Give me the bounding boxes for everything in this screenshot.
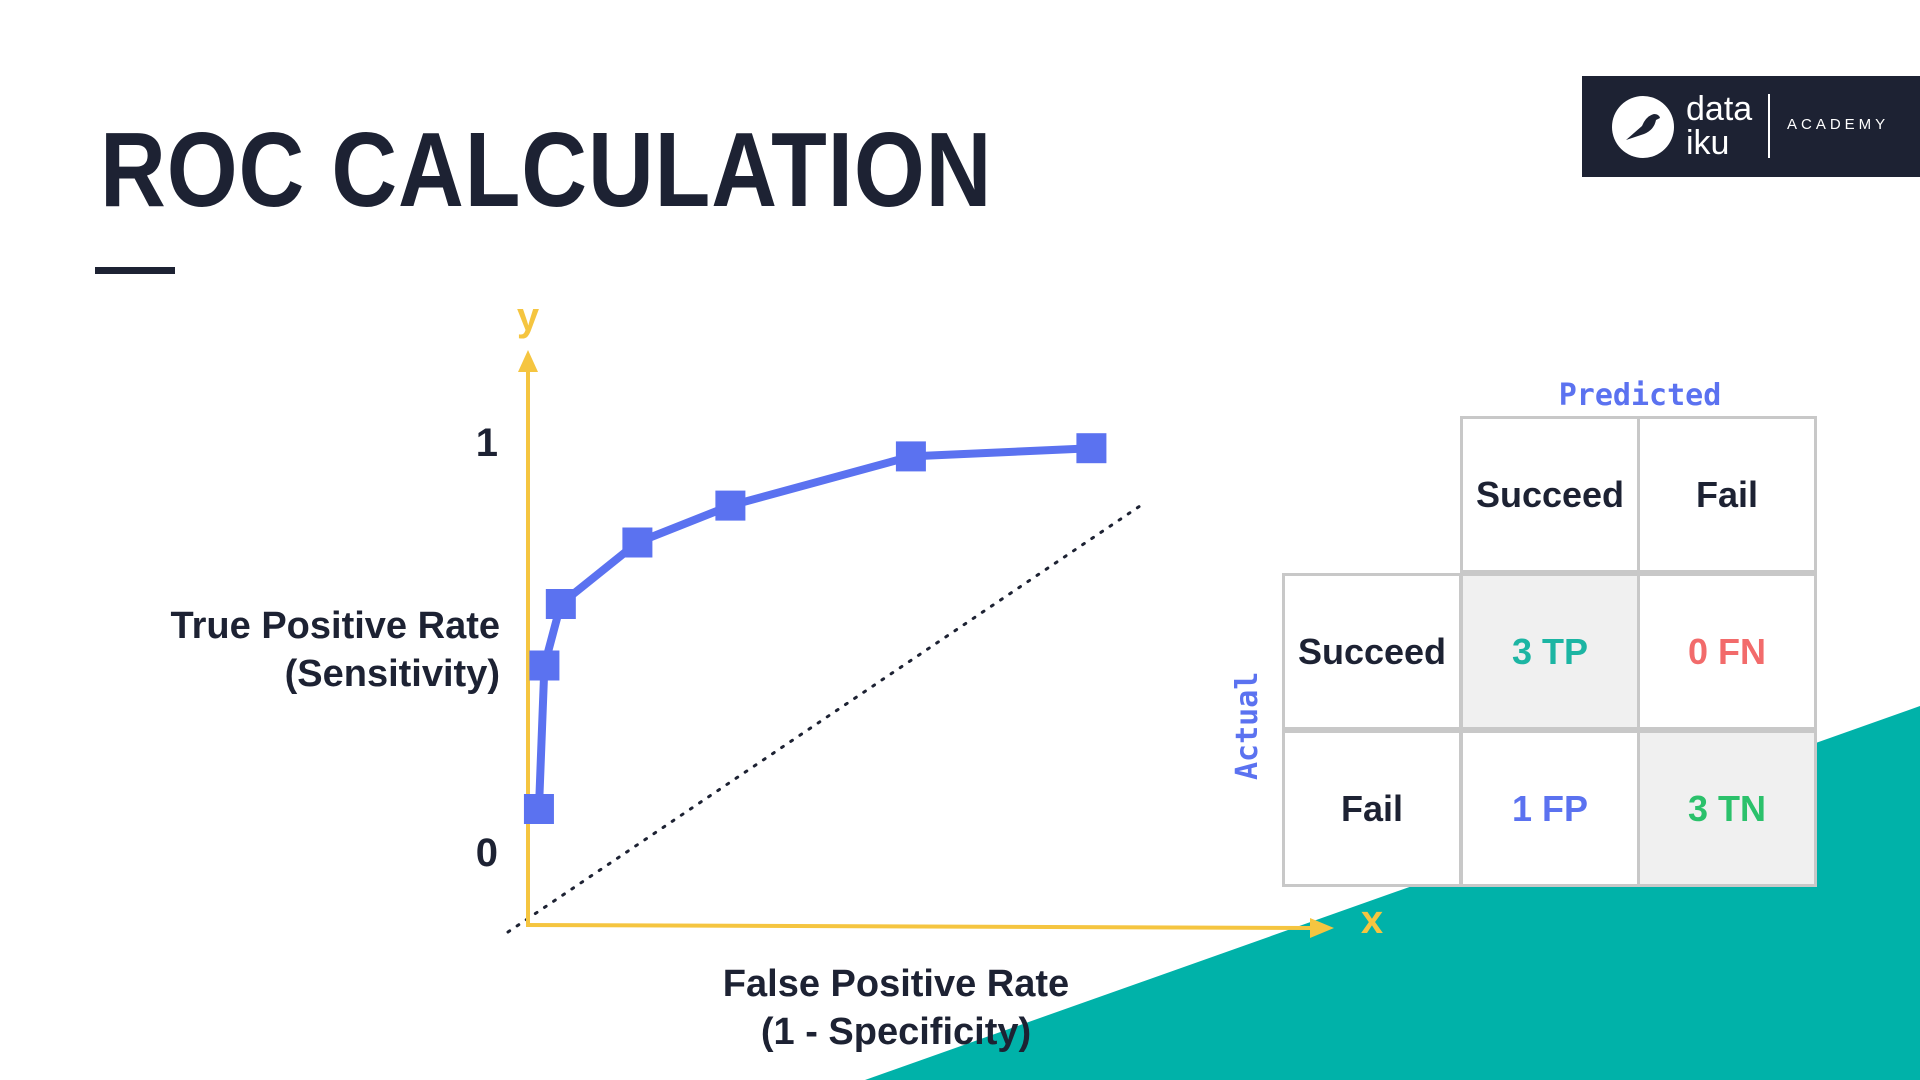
logo-divider bbox=[1768, 94, 1770, 158]
matrix-cell-fp: 1 FP bbox=[1460, 730, 1640, 887]
actual-axis-label: Actual bbox=[1230, 671, 1265, 780]
bird-logo-icon bbox=[1612, 96, 1674, 158]
roc-point-5 bbox=[895, 441, 926, 472]
title-underline bbox=[95, 267, 175, 274]
matrix-col-header-succeed: Succeed bbox=[1460, 416, 1640, 573]
predicted-axis-label: Predicted bbox=[1558, 378, 1722, 413]
roc-curve-points bbox=[523, 433, 1107, 824]
x-axis-line bbox=[525, 923, 1311, 930]
roc-point-3 bbox=[622, 527, 653, 558]
roc-point-2 bbox=[545, 589, 576, 619]
y-axis-letter: y bbox=[517, 295, 540, 339]
roc-curve-line bbox=[534, 444, 1092, 810]
roc-point-4 bbox=[715, 490, 746, 521]
roc-point-0 bbox=[523, 794, 554, 824]
logo-academy-text: ACADEMY bbox=[1787, 116, 1890, 133]
matrix-cell-tn: 3 TN bbox=[1637, 730, 1817, 887]
y-axis-arrow bbox=[518, 350, 538, 372]
y-tick-label-top: 1 bbox=[476, 421, 498, 465]
y-axis-label: True Positive Rate (Sensitivity) bbox=[170, 605, 500, 695]
page-title: ROC CALCULATION bbox=[100, 111, 993, 229]
x-axis-label: False Positive Rate (1 - Specificity) bbox=[722, 963, 1070, 1053]
y-tick-label-bottom: 0 bbox=[476, 831, 498, 875]
roc-point-1 bbox=[529, 650, 560, 681]
matrix-cell-tp: 3 TP bbox=[1460, 573, 1640, 730]
matrix-row-header-fail: Fail bbox=[1282, 730, 1462, 887]
logo-wordmark: data iku bbox=[1686, 90, 1753, 162]
roc-point-6 bbox=[1076, 433, 1107, 464]
dataiku-academy-logo: data iku ACADEMY bbox=[1582, 76, 1920, 177]
matrix-col-header-fail: Fail bbox=[1637, 416, 1817, 573]
matrix-cell-fn: 0 FN bbox=[1637, 573, 1817, 730]
x-axis-letter: x bbox=[1361, 898, 1383, 942]
x-axis-arrow bbox=[1310, 918, 1334, 938]
matrix-row-header-succeed: Succeed bbox=[1282, 573, 1462, 730]
